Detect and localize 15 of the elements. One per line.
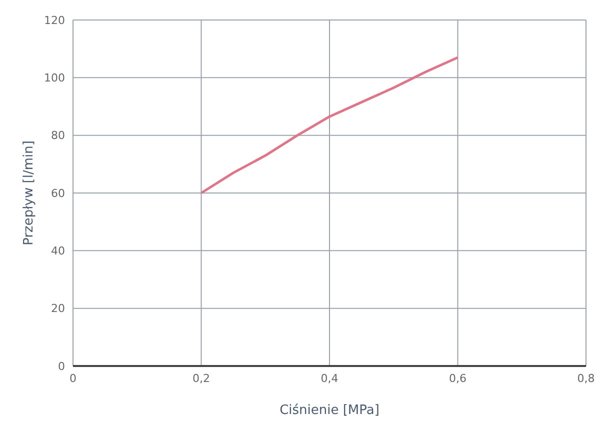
x-tick-label: 0,2: [192, 372, 210, 385]
x-tick-label: 0,6: [449, 372, 466, 385]
x-tick-label: 0: [70, 372, 76, 385]
y-tick-label: 80: [51, 129, 65, 142]
y-axis-title: Przepływ [l/min]: [22, 140, 37, 246]
x-tick-label: 0,4: [320, 372, 338, 385]
x-axis-title: Ciśnienie [MPa]: [280, 403, 380, 418]
y-tick-label: 0: [58, 360, 65, 373]
y-tick-label: 120: [44, 14, 65, 27]
y-tick-label: 60: [51, 186, 65, 200]
y-tick-label: 100: [44, 72, 65, 85]
x-tick-label: 0,8: [577, 372, 595, 385]
y-tick-label: 20: [51, 302, 65, 316]
y-tick-label: 40: [51, 244, 65, 258]
line-series: [200, 56, 459, 194]
